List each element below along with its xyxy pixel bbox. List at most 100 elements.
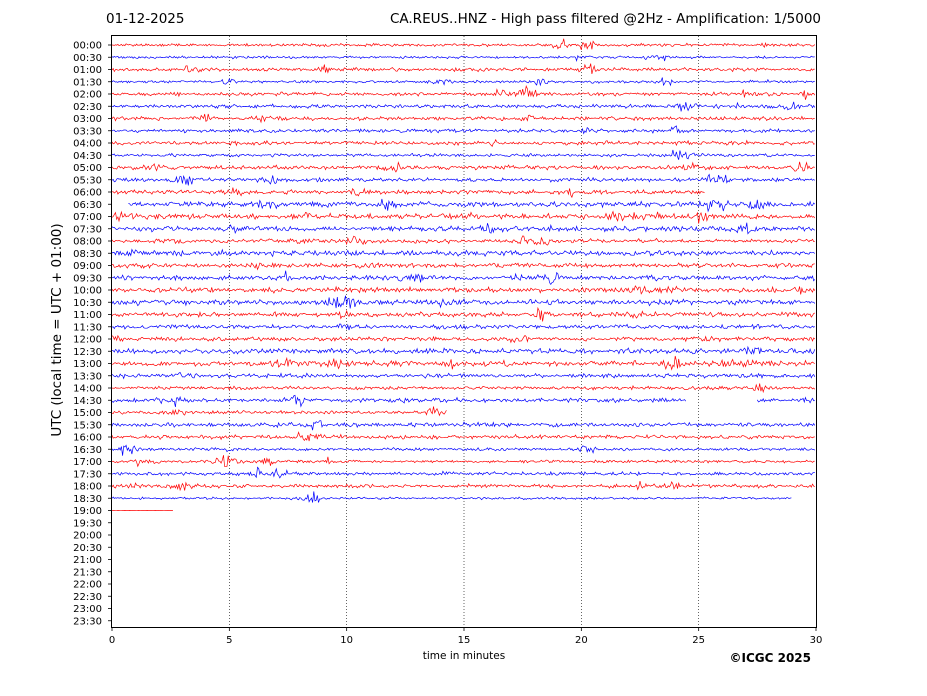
trace-0630: [128, 198, 816, 213]
trace-1830: [111, 491, 792, 503]
y-tick-label: 09:00: [73, 261, 102, 272]
trace-1730: [111, 466, 815, 479]
trace-1700: [111, 455, 815, 468]
y-tick-label: 00:00: [73, 41, 102, 52]
plot-title: CA.REUS..HNZ - High pass filtered @2Hz -…: [389, 11, 821, 27]
y-tick-label: 09:30: [73, 273, 102, 284]
y-tick-label: 13:30: [73, 371, 102, 382]
trace-1630: [111, 444, 816, 456]
trace-1400: [112, 383, 816, 394]
trace-1800: [111, 481, 816, 492]
trace-1430: [111, 394, 815, 408]
y-tick-label: 18:00: [73, 482, 102, 493]
trace-1530: [111, 420, 816, 431]
x-tick-label: 10: [340, 635, 353, 646]
trace-0030: [111, 55, 815, 62]
trace-0000: [111, 38, 816, 51]
trace-0700: [111, 210, 816, 224]
trace-0830: [111, 248, 816, 258]
y-tick-label: 00:30: [73, 53, 102, 64]
y-tick-label: 17:30: [73, 469, 102, 480]
trace-0500: [111, 161, 815, 173]
trace-0100: [111, 63, 815, 74]
y-tick-label: 03:30: [73, 126, 102, 137]
y-tick-label: 14:00: [73, 384, 102, 395]
y-tick-label: 02:30: [73, 102, 102, 113]
trace-0900: [111, 262, 815, 271]
trace-1030: [111, 295, 816, 309]
y-tick-label: 11:30: [73, 322, 102, 333]
trace-0730: [111, 222, 815, 235]
y-tick-label: 23:00: [73, 604, 102, 615]
y-tick-label: 20:00: [73, 531, 102, 542]
y-tick-label: 08:30: [73, 249, 102, 260]
y-tick-label: 15:00: [73, 408, 102, 419]
y-tick-label: 16:00: [73, 433, 102, 444]
y-tick-label: 19:30: [73, 518, 102, 529]
x-tick-label: 0: [109, 635, 115, 646]
trace-group: [111, 38, 816, 512]
plot-date: 01-12-2025: [106, 11, 185, 27]
trace-1300: [111, 355, 815, 371]
y-tick-label: 12:30: [73, 347, 102, 358]
trace-0400: [111, 138, 815, 147]
trace-0600: [111, 187, 705, 199]
x-tick-label: 20: [575, 635, 588, 646]
trace-0230: [111, 101, 816, 112]
trace-0800: [111, 235, 815, 246]
trace-0930: [111, 270, 816, 286]
trace-0130: [111, 77, 815, 87]
y-tick-label: 10:30: [73, 298, 102, 309]
y-tick-label: 03:00: [73, 114, 102, 125]
y-tick-label: 11:00: [73, 310, 102, 321]
y-tick-label: 13:00: [73, 359, 102, 370]
x-tick-label: 25: [692, 635, 705, 646]
trace-0200: [111, 85, 816, 100]
y-tick-label: 04:00: [73, 139, 102, 150]
y-tick-label: 14:30: [73, 396, 102, 407]
y-tick-label: 16:30: [73, 445, 102, 456]
trace-1000: [111, 285, 816, 295]
y-tick-label: 22:00: [73, 580, 102, 591]
x-tick-label: 30: [810, 635, 823, 646]
trace-0330: [111, 125, 815, 135]
x-tick-label: 15: [458, 635, 471, 646]
y-tick-label: 07:30: [73, 224, 102, 235]
trace-1500: [111, 406, 447, 417]
y-tick-label: 23:30: [73, 616, 102, 627]
y-tick-label: 06:30: [73, 200, 102, 211]
trace-1200: [111, 334, 816, 344]
y-tick-label: 06:00: [73, 188, 102, 199]
y-tick-label: 01:00: [73, 65, 102, 76]
y-tick-label: 07:00: [73, 212, 102, 223]
grid-lines: [229, 36, 699, 627]
y-tick-label: 21:30: [73, 567, 102, 578]
y-tick-label: 15:30: [73, 420, 102, 431]
y-tick-label: 05:00: [73, 163, 102, 174]
x-axis-label: time in minutes: [422, 650, 506, 662]
trace-1600: [111, 431, 815, 442]
trace-1130: [111, 323, 816, 331]
trace-0430: [111, 149, 815, 160]
y-tick-label: 17:00: [73, 457, 102, 468]
trace-1230: [111, 345, 816, 355]
y-tick-label: 20:30: [73, 543, 102, 554]
y-tick-label: 02:00: [73, 90, 102, 101]
copyright-notice: ©ICGC 2025: [729, 651, 811, 665]
y-tick-label: 21:00: [73, 555, 102, 566]
trace-0300: [111, 113, 815, 124]
y-tick-label: 22:30: [73, 592, 102, 603]
x-axis-ticks: 0 5 10 15 20 25 30: [109, 627, 823, 646]
y-tick-label: 01:30: [73, 77, 102, 88]
trace-0530: [111, 173, 816, 186]
y-tick-label: 19:00: [73, 506, 102, 517]
x-tick-label: 5: [226, 635, 232, 646]
y-tick-label: 18:30: [73, 494, 102, 505]
y-tick-label: 10:00: [73, 286, 102, 297]
plot-frame: [111, 35, 817, 628]
trace-1100: [111, 306, 815, 322]
trace-1330: [111, 371, 816, 380]
y-tick-label: 08:00: [73, 237, 102, 248]
